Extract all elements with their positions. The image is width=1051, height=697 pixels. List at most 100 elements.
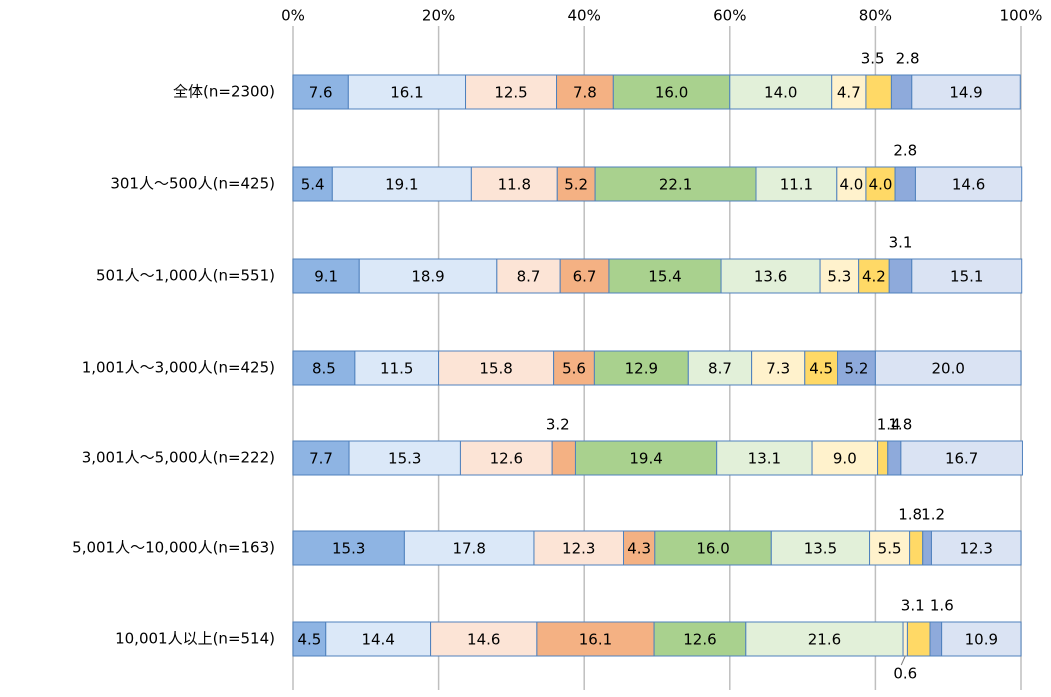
bar-segment [874,350,1022,386]
bar-segment [292,440,350,476]
bar-segment [770,530,871,566]
category-label: 全体(n=2300) [173,83,275,101]
data-label: 5.4 [301,176,325,194]
x-tick-label: 20% [422,7,455,25]
data-label: 11.8 [498,176,531,194]
bar-segment [292,621,327,657]
data-label: 16.0 [655,84,688,102]
data-label: 14.6 [952,176,985,194]
data-label: 16.1 [579,631,612,649]
bar-segment [877,440,889,476]
bar-segment [574,440,718,476]
bar-segment [865,74,892,110]
bar-segment [751,350,806,386]
bar-segment [623,530,656,566]
data-label-outside: 1.8 [898,506,922,524]
bar-segment [930,530,1022,566]
bar-segment [811,440,879,476]
bar-segment [941,621,1022,657]
data-label: 15.8 [479,360,512,378]
data-label: 14.6 [467,631,500,649]
data-label: 8.5 [312,360,336,378]
bar-segment [909,530,924,566]
data-label: 9.1 [314,268,338,286]
data-label-outside: 2.8 [896,50,920,68]
data-label: 5.2 [564,176,588,194]
bar-segment [911,258,1023,294]
data-label: 13.6 [754,268,787,286]
x-tick-label: 0% [281,7,305,25]
data-label: 5.6 [562,360,586,378]
data-label-outside: 3.5 [861,50,885,68]
bar-segment [438,350,555,386]
bar-segment [292,74,349,110]
data-label: 7.6 [309,84,333,102]
data-label: 17.8 [452,540,485,558]
data-label-outside: 1.2 [921,506,945,524]
data-label: 4.0 [839,176,863,194]
x-tick-label: 80% [859,7,892,25]
bar-segment [331,166,472,202]
data-label: 11.5 [380,360,413,378]
data-label: 11.1 [780,176,813,194]
data-label: 16.7 [945,450,978,468]
category-label: 501人～1,000人(n=551) [96,267,275,285]
data-label: 5.2 [845,360,869,378]
data-label: 7.8 [573,84,597,102]
data-label: 4.2 [862,268,886,286]
bar-segment [914,166,1023,202]
bar-segment [653,621,747,657]
bar-segment [403,530,535,566]
bar-segment [888,258,913,294]
bar-segment [430,621,538,657]
data-label: 13.5 [804,540,837,558]
bar-segment [894,166,916,202]
data-label: 12.9 [625,360,658,378]
data-label: 12.3 [562,540,595,558]
bar-segment [292,350,356,386]
data-label: 8.7 [517,268,541,286]
data-label: 5.3 [827,268,851,286]
bar-segment [533,530,625,566]
data-label: 16.1 [390,84,423,102]
data-label: 22.1 [659,176,692,194]
bar-segment [556,166,596,202]
data-label-outside: 1.6 [930,597,954,615]
data-label-outside: 3.1 [889,234,913,252]
bar-segment [292,258,360,294]
data-label: 6.7 [573,268,597,286]
bar-segment [831,74,867,110]
bar-segment [720,258,821,294]
data-label: 21.6 [808,631,841,649]
data-label: 15.3 [332,540,365,558]
bar-segment [887,440,902,476]
data-label: 15.4 [648,268,681,286]
data-label-outside: 1.4 [877,416,901,434]
bar-segment [900,440,1023,476]
bar-segment [837,350,876,386]
data-label: 4.5 [809,360,833,378]
data-label-outside: 3.1 [901,597,925,615]
bar-segment [716,440,813,476]
x-tick-label: 100% [1000,7,1043,25]
bar-segment [536,621,655,657]
data-label: 9.0 [833,450,857,468]
bar-segment [819,258,860,294]
bar-segment [911,74,1021,110]
data-label-outside: 1.8 [888,416,912,434]
category-label: 3,001人～5,000人(n=222) [82,449,275,467]
data-label: 4.0 [869,176,893,194]
category-label: 1,001人～3,000人(n=425) [82,359,275,377]
bar-segment [551,440,576,476]
data-label: 18.9 [411,268,444,286]
data-label: 10.9 [965,631,998,649]
data-label: 4.7 [837,84,861,102]
data-label: 16.0 [696,540,729,558]
data-label: 4.5 [297,631,321,649]
x-tick-label: 40% [568,7,601,25]
bar-segment [922,530,932,566]
data-label: 15.1 [950,268,983,286]
data-label: 15.3 [388,450,421,468]
